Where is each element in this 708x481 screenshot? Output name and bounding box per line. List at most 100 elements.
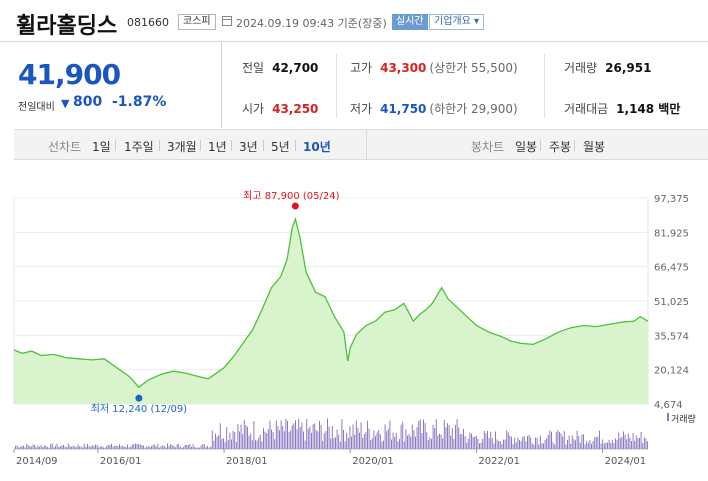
volume-bar (283, 431, 285, 449)
volume-bar (152, 444, 154, 449)
volume-bar (517, 437, 519, 449)
volume-bar (525, 441, 527, 449)
volume-bar (407, 435, 408, 449)
volume-legend-label: 거래량 (671, 415, 696, 425)
volume-bar (79, 446, 80, 449)
volume-bar (227, 440, 229, 449)
volume-bar (203, 444, 205, 449)
low-marker (135, 394, 143, 402)
volume-bar (189, 444, 191, 449)
volume-bar (384, 424, 386, 449)
volume-bar (160, 446, 162, 449)
period-1y[interactable]: 1년 (208, 140, 227, 154)
period-5y[interactable]: 5년 (271, 140, 290, 154)
stats-separator (336, 54, 337, 118)
period-3m[interactable]: 3개월 (167, 140, 197, 154)
volume-bar (275, 420, 277, 449)
volume-bar (472, 436, 474, 449)
volume-bar (471, 433, 472, 449)
volume-bar (26, 444, 28, 449)
volume-bar (282, 425, 284, 449)
candle-weekly[interactable]: 주봉 (549, 140, 572, 154)
volume-bar (40, 444, 42, 449)
volume-bar (450, 435, 452, 449)
volume-bar (515, 442, 517, 449)
volume-bar (95, 444, 96, 449)
volume-bar (303, 431, 304, 449)
volume-bar (195, 447, 197, 449)
volume-bar (423, 419, 424, 449)
volume-bar (635, 435, 637, 449)
company-info-dropdown[interactable]: 기업개요 ▾ (429, 14, 484, 30)
volume-bar (67, 443, 69, 449)
volume-bar (59, 446, 61, 449)
volume-bar (155, 446, 157, 449)
candle-monthly[interactable]: 월봉 (583, 140, 606, 154)
volume-bar (83, 443, 85, 449)
volume-bar (594, 437, 596, 449)
volume-bar (435, 419, 437, 449)
volume-bar (319, 421, 320, 449)
volume-bar (330, 438, 332, 449)
period-1w[interactable]: 1주일 (124, 140, 154, 154)
volume-bar (178, 444, 180, 449)
volume-bar (146, 446, 148, 449)
volume-bar (443, 420, 445, 449)
volume-bar (333, 438, 335, 449)
volume-bar (565, 444, 567, 449)
period-10y[interactable]: 10년 (303, 140, 331, 154)
x-tick-label: 2018/01 (226, 456, 268, 467)
realtime-button[interactable]: 실시간 (392, 14, 428, 30)
volume-bar (400, 424, 402, 449)
volume-bar (642, 443, 644, 449)
volume-bar (570, 443, 572, 449)
volume-bar (395, 432, 397, 449)
volume-bar (445, 427, 447, 449)
volume-bar (405, 429, 407, 449)
volume-bar (485, 433, 487, 449)
volume-bar (234, 432, 236, 449)
stock-code: 081660 (127, 16, 169, 29)
volume-bar (27, 445, 29, 449)
volume-bar (85, 446, 87, 449)
volume-bar (528, 434, 530, 449)
price-line (13, 216, 649, 389)
volume-bar (122, 445, 124, 449)
volume-bar (256, 440, 258, 449)
volume-bar (474, 436, 476, 449)
price-chart: 97,375 81,925 66,475 51,025 35,574 20,124 4,67… (13, 190, 689, 467)
volume-bar (503, 439, 504, 449)
volume-bar (491, 438, 493, 449)
volume-bar (314, 423, 316, 449)
volume-bar (128, 447, 130, 449)
volume-bar (411, 424, 413, 449)
volume-bar (370, 440, 372, 449)
volume-bar (373, 430, 375, 449)
volume-bar (210, 446, 212, 449)
volume-bar (232, 430, 234, 449)
period-1d[interactable]: 1일 (92, 140, 111, 154)
candle-daily[interactable]: 일봉 (515, 140, 538, 154)
volume-bar (643, 437, 645, 449)
volume-bar (543, 443, 544, 449)
volume-bar (626, 439, 628, 449)
period-3y[interactable]: 3년 (239, 140, 258, 154)
volume-bar (127, 444, 128, 449)
volume-bar (389, 420, 391, 449)
volume-bar (299, 427, 301, 449)
volume-bar (616, 440, 618, 449)
volume-bar (567, 440, 568, 449)
volume-bar (269, 420, 271, 449)
volume-bar (442, 438, 444, 449)
volume-bar (157, 443, 159, 449)
volume-bar (131, 444, 133, 449)
y-tick-label: 51,025 (654, 297, 689, 308)
volume-bar (71, 446, 72, 449)
volume-bar (447, 423, 448, 449)
volume-bar (535, 437, 536, 449)
volume-bar (141, 445, 143, 449)
volume-bar (125, 446, 127, 449)
volume-bar (336, 429, 338, 449)
volume-bar (120, 445, 122, 449)
volume-bar (591, 443, 592, 449)
